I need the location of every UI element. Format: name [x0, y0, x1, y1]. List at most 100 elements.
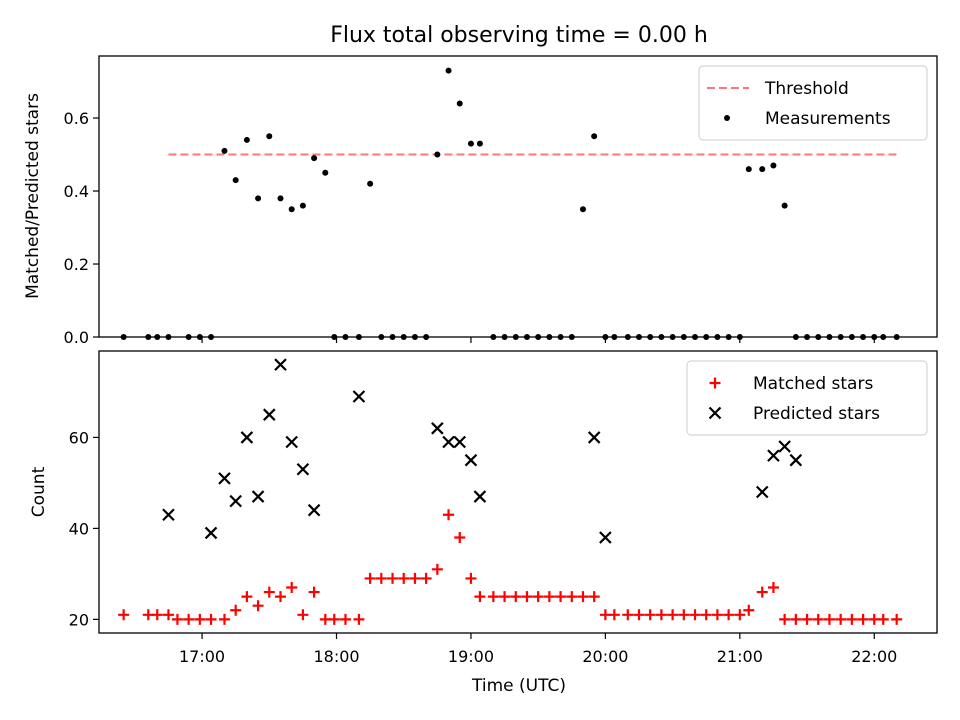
y-tick-label: 0.0: [64, 328, 89, 347]
data-point: [364, 572, 376, 584]
data-point: [669, 334, 676, 340]
data-point: [230, 604, 242, 616]
data-point: [566, 591, 578, 603]
data-point: [826, 334, 833, 340]
data-point: [476, 140, 483, 147]
data-point: [714, 334, 721, 340]
data-point: [297, 609, 309, 621]
data-point: [512, 334, 519, 340]
data-point: [162, 609, 174, 621]
data-point: [490, 334, 497, 340]
data-point: [557, 334, 564, 340]
data-point: [431, 563, 443, 575]
data-point: [331, 334, 338, 340]
legend-marker: [709, 377, 721, 389]
x-tick-label: 19:00: [448, 647, 494, 666]
data-point: [453, 435, 467, 449]
data-point: [431, 422, 444, 435]
data-point: [622, 609, 634, 621]
data-point: [591, 133, 598, 140]
x-tick-label: 22:00: [851, 647, 897, 666]
data-point: [880, 334, 887, 340]
data-point: [644, 609, 656, 621]
data-point: [667, 609, 679, 621]
data-point: [781, 202, 788, 209]
data-point: [835, 613, 847, 625]
data-point: [352, 390, 366, 403]
data-point: [543, 591, 555, 603]
data-point: [877, 613, 889, 625]
data-point: [734, 609, 746, 621]
data-point: [266, 133, 273, 140]
data-point: [555, 591, 567, 603]
data-point: [342, 334, 349, 340]
data-point: [255, 195, 262, 202]
data-point: [296, 462, 310, 476]
data-point: [778, 440, 791, 453]
data-point: [120, 334, 127, 340]
data-point: [857, 613, 869, 625]
data-point: [893, 334, 900, 340]
y-tick-label: 0.4: [64, 182, 89, 201]
legend-marker: [708, 406, 722, 420]
y-tick-label: 60: [69, 428, 89, 447]
data-point: [655, 609, 667, 621]
data-point: [743, 604, 755, 616]
data-point: [602, 334, 609, 340]
data-point: [277, 195, 284, 202]
data-point: [703, 334, 710, 340]
data-point: [767, 449, 780, 462]
data-point: [232, 177, 239, 184]
data-point: [367, 180, 374, 187]
data-point: [218, 472, 231, 485]
data-point: [221, 147, 228, 154]
data-point: [355, 334, 362, 340]
data-point: [252, 600, 264, 612]
data-point: [635, 334, 642, 340]
data-point: [387, 572, 399, 584]
data-point: [521, 591, 533, 603]
data-point: [263, 408, 276, 421]
data-point: [633, 609, 645, 621]
data-point: [588, 591, 600, 603]
data-point: [285, 435, 298, 449]
data-point: [286, 582, 298, 594]
data-point: [700, 609, 712, 621]
data-point: [311, 155, 318, 162]
data-point: [647, 334, 654, 340]
data-point: [770, 162, 777, 169]
data-point: [205, 613, 217, 625]
data-point: [151, 609, 163, 621]
data-point: [692, 334, 699, 340]
data-point: [398, 572, 410, 584]
data-point: [204, 526, 218, 540]
x-axis-label: Time (UTC): [471, 676, 566, 696]
data-point: [779, 613, 791, 625]
data-point: [445, 67, 452, 74]
data-point: [308, 586, 320, 598]
bottom-panel-counts: 17:00 18:00 19:00 20:00 21:00 22:00 20 40 60 Matc…: [69, 350, 938, 666]
data-point: [263, 586, 275, 598]
data-point: [501, 334, 508, 340]
x-tick-label: 21:00: [717, 647, 763, 666]
chart-title: Flux total observing time = 0.00 h: [330, 23, 708, 48]
data-point: [196, 334, 203, 340]
y-tick-label: 0.2: [64, 255, 89, 274]
legend-label: Measurements: [765, 109, 891, 129]
data-point: [423, 334, 430, 340]
data-point: [420, 572, 432, 584]
data-point: [510, 591, 522, 603]
data-point: [815, 334, 822, 340]
data-point: [375, 572, 387, 584]
data-point: [837, 334, 844, 340]
data-point: [725, 334, 732, 340]
data-point: [860, 334, 867, 340]
data-point: [790, 613, 802, 625]
data-point: [689, 609, 701, 621]
y-axis-label-count: Count: [29, 466, 49, 517]
data-point: [165, 334, 172, 340]
data-point: [389, 334, 396, 340]
data-point: [789, 453, 803, 467]
data-point: [208, 334, 215, 340]
data-point: [587, 431, 601, 444]
